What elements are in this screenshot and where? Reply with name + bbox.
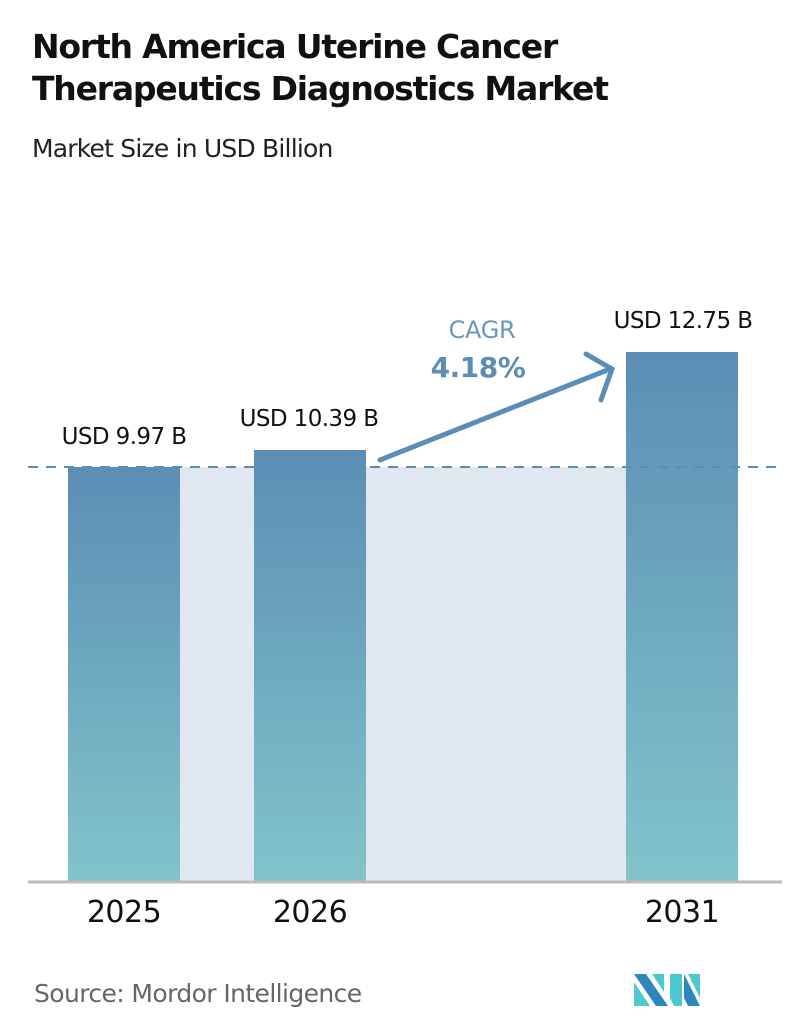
cagr-arrow-icon [377, 351, 616, 463]
bar-2025[interactable] [68, 467, 180, 882]
cagr-label: CAGR [448, 316, 516, 344]
chart-title-line-1: North America Uterine Cancer [32, 27, 558, 66]
x-tick-2026: 2026 [272, 895, 348, 930]
cagr-value: 4.18% [430, 351, 526, 384]
source-text: Source: Mordor Intelligence [34, 979, 362, 1008]
bar-2031[interactable] [626, 352, 738, 882]
mordor-intelligence-logo [634, 974, 700, 1006]
x-tick-2031: 2031 [644, 895, 720, 930]
chart-title: North America Uterine Cancer Therapeutic… [32, 26, 772, 110]
fill-between-bars [180, 467, 626, 882]
bar-label-2031: USD 12.75 B [613, 308, 753, 334]
bar-2026[interactable] [254, 450, 366, 882]
chart-subtitle: Market Size in USD Billion [32, 134, 333, 163]
bar-label-2025: USD 9.97 B [61, 424, 187, 450]
bar-label-2026: USD 10.39 B [239, 406, 379, 432]
chart-title-line-2: Therapeutics Diagnostics Market [32, 69, 609, 108]
x-tick-2025: 2025 [86, 895, 162, 930]
